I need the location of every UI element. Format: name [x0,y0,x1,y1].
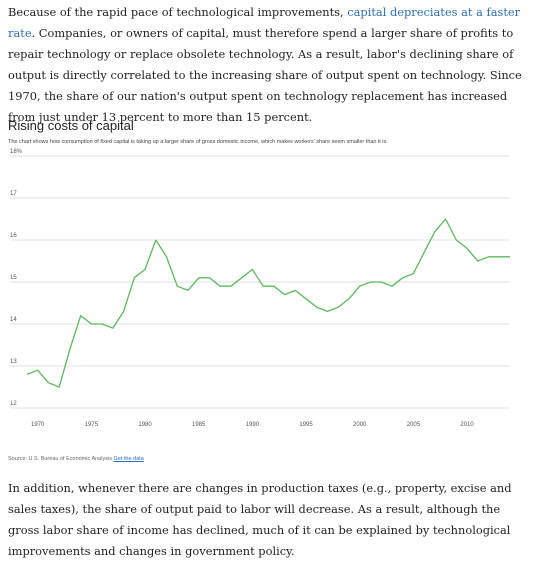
y-tick-label: 12 [10,401,17,407]
get-data-link[interactable]: Get the data [113,456,144,462]
y-tick-label: 14 [10,317,17,323]
y-tick-label: 17 [10,191,17,197]
y-tick-label: 16 [10,233,17,239]
y-tick-label: 15 [10,275,17,281]
line-chart: 18% 17 16 15 14 13 12 1970 1975 1980 1985 1990 1995 2… [10,149,510,428]
chart-subtitle: The chart shows how consumption of fixed… [8,139,388,145]
paragraph-1-text-start: Because of the rapid pace of technologic… [8,5,348,19]
article-paragraph-1: Because of the rapid pace of technologic… [8,2,528,128]
article-paragraph-2: In addition, whenever there are changes … [8,481,512,558]
x-tick-label: 1990 [246,422,260,428]
chart-title: Rising costs of capital [8,118,134,133]
chart-source: Source: U.S. Bureau of Economic Analysis… [8,456,144,462]
y-tick-label: 18% [10,149,23,155]
depreciation-link[interactable]: capital depreciates at a faster rate [8,5,521,40]
x-tick-label: 1970 [31,422,45,428]
paragraph-1-text-end: . Companies, or owners of capital, must … [8,26,522,124]
x-tick-label: 2000 [353,422,367,428]
x-tick-label: 2005 [407,422,421,428]
x-tick-label: 1980 [138,422,152,428]
x-tick-label: 2010 [460,422,474,428]
y-tick-label: 13 [10,359,17,365]
x-tick-label: 1975 [85,422,99,428]
x-tick-label: 1985 [192,422,206,428]
x-tick-label: 1995 [299,422,313,428]
source-label: Source: U.S. Bureau of Economic Analysis [8,456,112,462]
series-line [26,218,510,388]
